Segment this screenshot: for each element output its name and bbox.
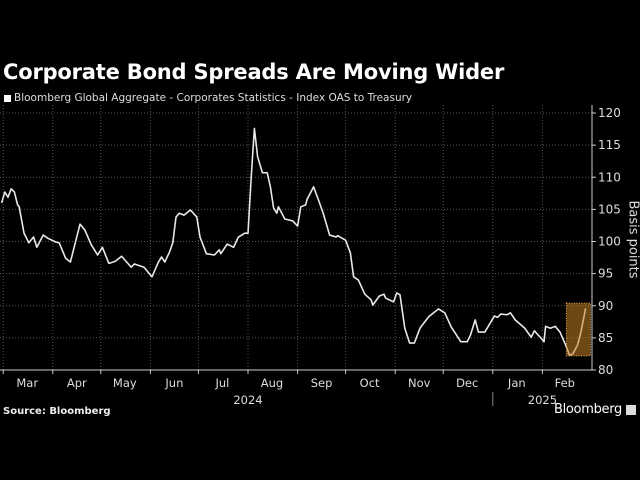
source-note: Source: Bloomberg	[3, 406, 111, 417]
chart-icon	[626, 404, 636, 415]
x-tick-label: Jul	[214, 376, 229, 390]
highlight-box	[565, 302, 591, 357]
x-tick-label: May	[113, 376, 137, 390]
x-tick-label: Nov	[408, 376, 431, 390]
y-tick-label: 105	[598, 202, 621, 216]
y-tick-label: 80	[598, 363, 613, 377]
x-tick-label: Feb	[555, 376, 575, 390]
x-tick-label: Aug	[261, 376, 283, 390]
x-tick-label: Sep	[311, 376, 333, 390]
legend: Bloomberg Global Aggregate - Corporates …	[4, 92, 412, 104]
x-tick-label: Dec	[456, 376, 478, 390]
x-tick-label: Mar	[16, 376, 38, 390]
legend-swatch	[4, 94, 11, 102]
brand-name: Bloomberg	[553, 402, 622, 417]
y-tick-label: 110	[598, 170, 621, 184]
x-tick-label: Jun	[164, 376, 183, 390]
legend-label: Bloomberg Global Aggregate - Corporates …	[14, 92, 413, 104]
x-tick-label: Jan	[507, 376, 526, 390]
x-tick-label: Oct	[360, 376, 380, 390]
y-axis-label: Basis points	[625, 200, 640, 279]
y-tick-label: 115	[598, 138, 621, 152]
year-label: 2024	[233, 393, 262, 407]
y-tick-label: 100	[598, 235, 621, 249]
y-tick-label: 95	[598, 267, 613, 281]
y-tick-label: 120	[598, 106, 621, 120]
year-label: 2025	[528, 393, 557, 407]
y-tick-label: 85	[598, 331, 613, 345]
chart-title: Corporate Bond Spreads Are Moving Wider	[3, 60, 505, 84]
y-tick-label: 90	[598, 299, 613, 313]
x-tick-label: Apr	[67, 376, 87, 390]
bloomberg-logo: Bloomberg	[554, 402, 636, 417]
